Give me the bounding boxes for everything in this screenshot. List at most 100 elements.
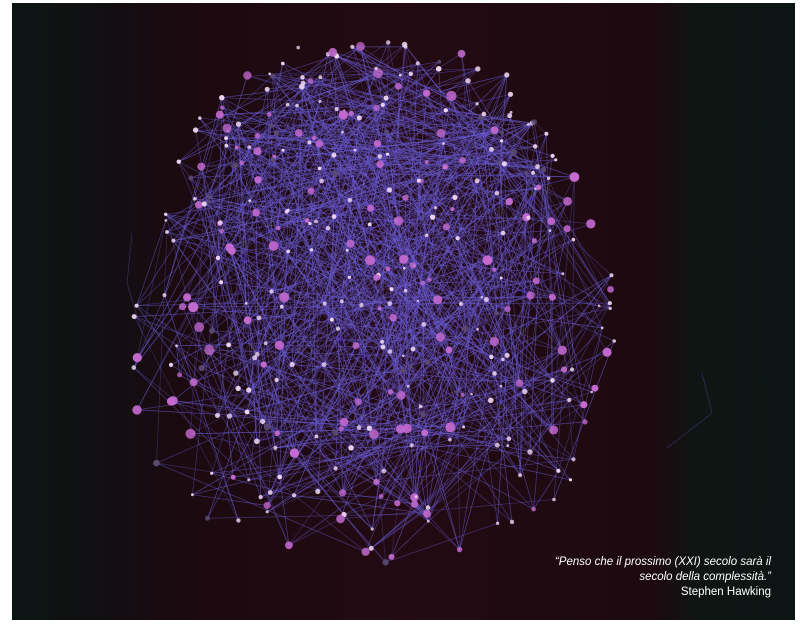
network-edge bbox=[391, 391, 458, 558]
network-edge bbox=[165, 214, 421, 407]
network-edge bbox=[553, 369, 565, 500]
network-edge bbox=[496, 186, 539, 194]
network-node bbox=[188, 175, 194, 181]
network-edge bbox=[343, 197, 456, 423]
network-edge bbox=[134, 316, 264, 365]
network-edge bbox=[398, 124, 529, 222]
network-edge bbox=[274, 224, 371, 449]
network-node bbox=[476, 327, 479, 331]
network-edge bbox=[414, 217, 529, 267]
network-node bbox=[315, 139, 324, 148]
network-node bbox=[532, 277, 540, 285]
network-edge bbox=[219, 114, 492, 150]
network-edge bbox=[209, 349, 404, 357]
network-edge bbox=[156, 355, 404, 464]
network-edge bbox=[357, 401, 451, 441]
network-edge bbox=[382, 122, 533, 348]
network-node bbox=[162, 293, 167, 298]
network-edge bbox=[336, 55, 503, 134]
network-edge bbox=[494, 201, 568, 374]
network-edge bbox=[241, 53, 329, 163]
network-node bbox=[380, 339, 385, 344]
network-edge bbox=[481, 297, 526, 392]
network-edge bbox=[457, 94, 511, 239]
network-edge bbox=[532, 172, 611, 290]
network-edge bbox=[341, 301, 429, 522]
network-edge bbox=[220, 222, 508, 310]
network-edge bbox=[272, 159, 463, 396]
network-edge bbox=[500, 277, 520, 384]
network-edge bbox=[133, 367, 250, 481]
network-edge bbox=[310, 190, 317, 437]
network-node bbox=[547, 176, 551, 180]
network-edge bbox=[445, 110, 563, 351]
network-edge bbox=[226, 145, 405, 269]
network-edge bbox=[298, 116, 482, 134]
network-edge bbox=[571, 176, 575, 370]
network-edge bbox=[334, 220, 399, 433]
network-edge bbox=[524, 350, 563, 392]
network-edge bbox=[386, 131, 495, 270]
network-edge bbox=[357, 401, 377, 482]
network-node bbox=[494, 442, 500, 448]
network-edge bbox=[573, 327, 603, 460]
network-edge bbox=[319, 168, 575, 178]
network-edge bbox=[166, 231, 325, 304]
network-edge bbox=[418, 93, 427, 181]
network-edge bbox=[248, 295, 531, 391]
network-node bbox=[365, 255, 376, 266]
network-edge bbox=[219, 104, 383, 116]
network-edge bbox=[203, 203, 293, 365]
network-edge bbox=[219, 110, 345, 116]
network-node bbox=[386, 187, 392, 193]
network-edge bbox=[246, 251, 289, 413]
network-edge bbox=[126, 232, 133, 284]
network-node bbox=[347, 275, 351, 279]
network-node bbox=[373, 140, 381, 148]
network-node bbox=[427, 277, 432, 283]
network-node bbox=[279, 292, 290, 303]
network-edge bbox=[173, 240, 258, 355]
network-edge bbox=[306, 104, 384, 221]
network-node bbox=[554, 158, 558, 162]
network-edge bbox=[294, 226, 447, 454]
network-edge bbox=[333, 154, 446, 168]
network-edge bbox=[406, 217, 527, 429]
network-edge bbox=[349, 116, 482, 201]
network-node bbox=[380, 344, 386, 350]
network-edge bbox=[166, 44, 405, 233]
network-node bbox=[264, 86, 270, 92]
network-node bbox=[396, 390, 406, 400]
network-node bbox=[499, 384, 503, 388]
network-edge bbox=[381, 369, 573, 497]
network-edge bbox=[380, 296, 553, 497]
network-node bbox=[281, 148, 285, 152]
network-node bbox=[497, 160, 503, 166]
network-node bbox=[321, 362, 327, 367]
network-edge bbox=[293, 468, 336, 496]
network-edge bbox=[170, 364, 248, 413]
network-edge bbox=[360, 46, 399, 221]
network-node bbox=[373, 104, 380, 112]
network-node bbox=[544, 131, 549, 136]
network-node bbox=[569, 172, 580, 182]
network-node bbox=[506, 444, 510, 447]
network-edge bbox=[519, 173, 528, 476]
network-node bbox=[433, 295, 443, 305]
network-edge bbox=[414, 349, 450, 498]
network-edge bbox=[376, 220, 397, 482]
quote-author: Stephen Hawking bbox=[680, 586, 771, 598]
network-node bbox=[518, 473, 523, 478]
network-edge bbox=[269, 73, 446, 168]
network-edge bbox=[404, 44, 551, 231]
network-node bbox=[421, 322, 427, 327]
network-edge bbox=[481, 187, 540, 298]
network-edge bbox=[182, 306, 290, 546]
network-node bbox=[219, 95, 225, 101]
network-edge bbox=[422, 414, 460, 550]
network-node bbox=[394, 500, 401, 507]
network-edge bbox=[349, 277, 357, 346]
network-edge bbox=[257, 132, 300, 181]
network-edge bbox=[306, 220, 370, 429]
network-node bbox=[329, 317, 334, 322]
